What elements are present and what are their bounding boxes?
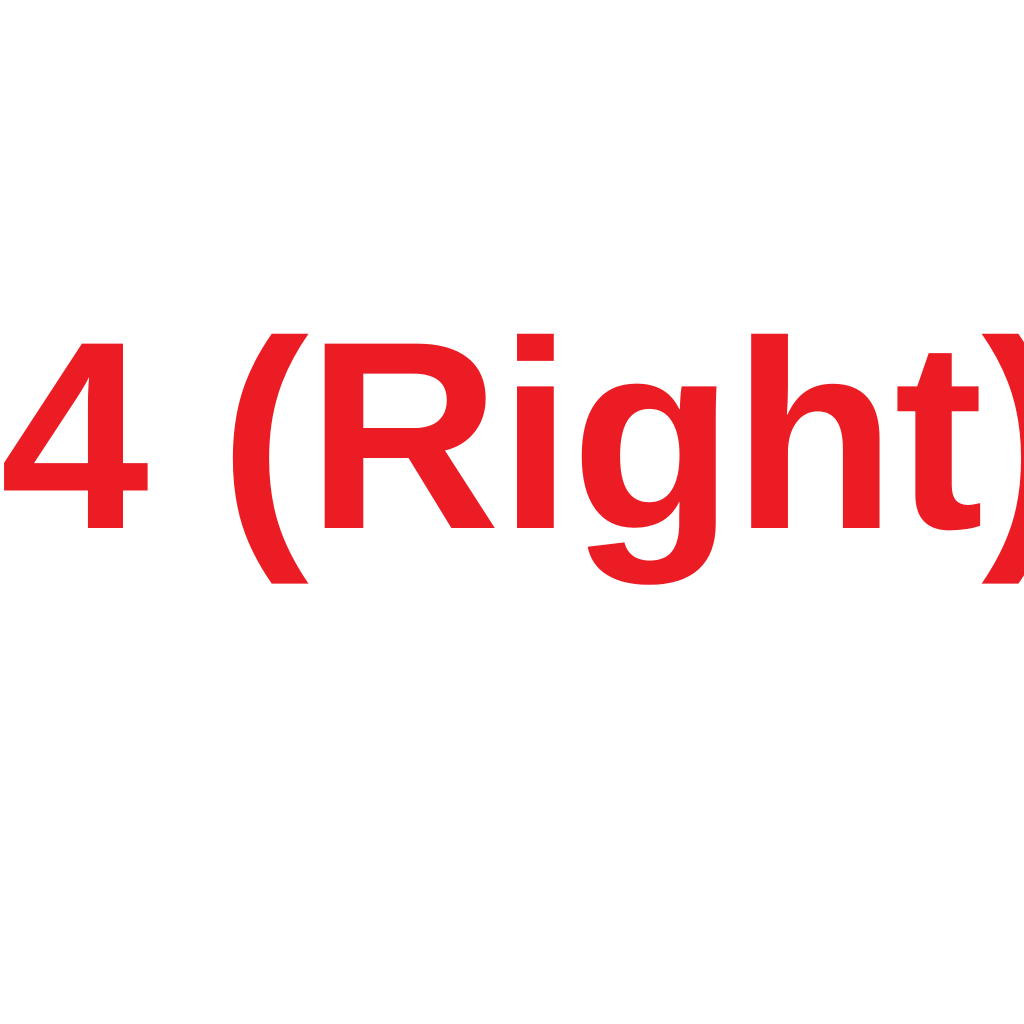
direction-label: 4 (Right) (0, 285, 1024, 585)
